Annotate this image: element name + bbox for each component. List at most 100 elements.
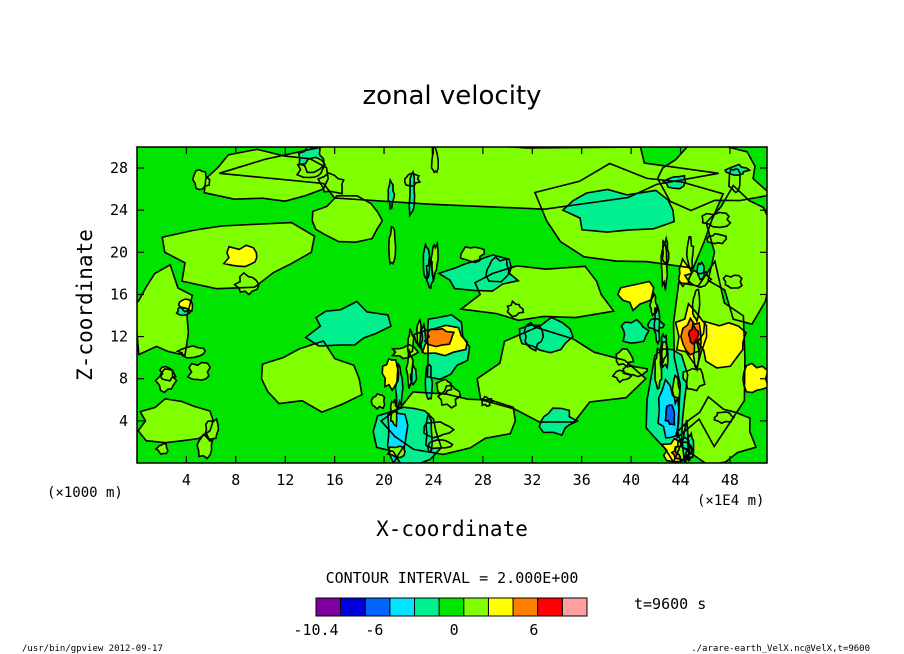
x-axis-ticks: 4 8 12 16 20 24 28 32 36 40 44 48: [182, 147, 739, 489]
plot-frame: [136, 146, 768, 464]
colorbar-swatch: [487, 597, 514, 617]
time-label: t=9600 s: [634, 595, 706, 613]
y-tick-label: 28: [110, 159, 128, 177]
contour-line: [196, 433, 214, 460]
x-tick-label: 8: [231, 471, 240, 489]
colorbar-swatch: [340, 597, 366, 617]
contour-fill: [723, 275, 742, 289]
colorbar-tick-label: 6: [529, 621, 538, 639]
contour-line: [304, 300, 392, 347]
x-unit-label: (×1E4 m): [697, 493, 764, 509]
contour-line: [659, 332, 668, 364]
contour-line: [389, 398, 398, 428]
contour-line: [422, 242, 431, 281]
y-tick-label: 16: [110, 285, 128, 303]
contour-line: [620, 318, 650, 344]
contour-line: [406, 328, 415, 357]
colorbar: [315, 597, 588, 617]
contour-line: [661, 174, 687, 190]
contour-fill: [657, 147, 767, 211]
contour-line: [435, 378, 453, 395]
colorbar-swatch: [438, 597, 465, 617]
colorbar-swatch: [389, 597, 416, 617]
contour-line: [295, 156, 327, 179]
x-tick-label: 24: [424, 471, 442, 489]
contour-line: [616, 280, 655, 312]
contour-line: [686, 430, 695, 462]
contour-line: [233, 271, 260, 296]
contour-line: [370, 392, 386, 411]
y-axis-ticks: 4 8 12 16 20 24 28: [110, 159, 767, 430]
x-tick-label: 40: [622, 471, 640, 489]
contour-line: [161, 221, 316, 290]
colorbar-swatch: [414, 597, 440, 617]
contour-line: [418, 321, 427, 354]
contour-line: [186, 361, 212, 382]
footer-left: /usr/bin/gpview 2012-09-17: [22, 644, 163, 654]
x-tick-label: 4: [182, 471, 191, 489]
contour-fill: [562, 189, 675, 233]
contour-line: [386, 445, 406, 459]
contour-line: [437, 254, 521, 292]
x-axis-label: X-coordinate: [376, 517, 528, 541]
x-tick-label: 48: [721, 471, 739, 489]
contour-line: [706, 232, 728, 245]
contour-interval-text: CONTOUR INTERVAL = 2.000E+00: [326, 569, 579, 587]
contour-line: [664, 404, 676, 426]
contour-line: [379, 391, 517, 456]
x-tick-label: 16: [326, 471, 344, 489]
colorbar-tick-label: 0: [450, 621, 459, 639]
contour-line: [317, 172, 345, 195]
contour-line: [413, 324, 469, 357]
contour-line: [423, 327, 456, 348]
contour-line: [203, 417, 220, 443]
contour-line: [657, 377, 680, 439]
contour-line: [615, 347, 635, 368]
contour-line: [260, 340, 363, 413]
contour-fill: [697, 321, 747, 368]
contour-line: [409, 362, 418, 386]
contour-line: [311, 195, 384, 244]
contour-line: [645, 348, 689, 463]
contour-fill: [524, 322, 544, 351]
contour-line: [175, 306, 192, 317]
contour-line: [403, 172, 422, 187]
contour-fill: [612, 370, 632, 383]
contour-line: [682, 367, 706, 392]
colorbar-swatch: [364, 597, 391, 617]
contour-fill: [460, 246, 485, 263]
contour-line: [485, 256, 510, 283]
contour-line: [561, 188, 676, 233]
colorbar-swatch: [561, 597, 588, 617]
contour-fill: [382, 358, 399, 391]
contour-line: [611, 369, 633, 384]
contour-line: [459, 246, 486, 264]
colorbar-tick-label: -10.4: [293, 621, 338, 639]
contour-line: [372, 406, 443, 463]
contour-line: [676, 395, 758, 463]
contour-line: [427, 438, 454, 450]
contour-line: [137, 397, 215, 444]
colorbar-swatch: [512, 597, 539, 617]
y-tick-label: 20: [110, 243, 128, 261]
contour-line: [424, 412, 434, 453]
x-tick-label: 20: [375, 471, 393, 489]
contour-line: [387, 225, 397, 266]
contour-line: [203, 148, 330, 203]
contour-line: [430, 240, 439, 281]
y-unit-label: (×1000 m): [47, 485, 123, 501]
contour-fill: [138, 398, 214, 443]
colorbar-swatch: [315, 597, 342, 617]
y-tick-label: 24: [110, 201, 128, 219]
contour-line: [723, 163, 752, 176]
contour-fill: [261, 341, 362, 413]
contour-line: [175, 345, 207, 359]
contour-fill: [137, 264, 193, 356]
contour-line: [386, 409, 409, 463]
contour-line: [533, 162, 725, 269]
contour-line: [656, 147, 767, 212]
contour-fill: [438, 385, 461, 408]
contour-line: [476, 326, 647, 423]
contour-fill: [187, 362, 211, 381]
